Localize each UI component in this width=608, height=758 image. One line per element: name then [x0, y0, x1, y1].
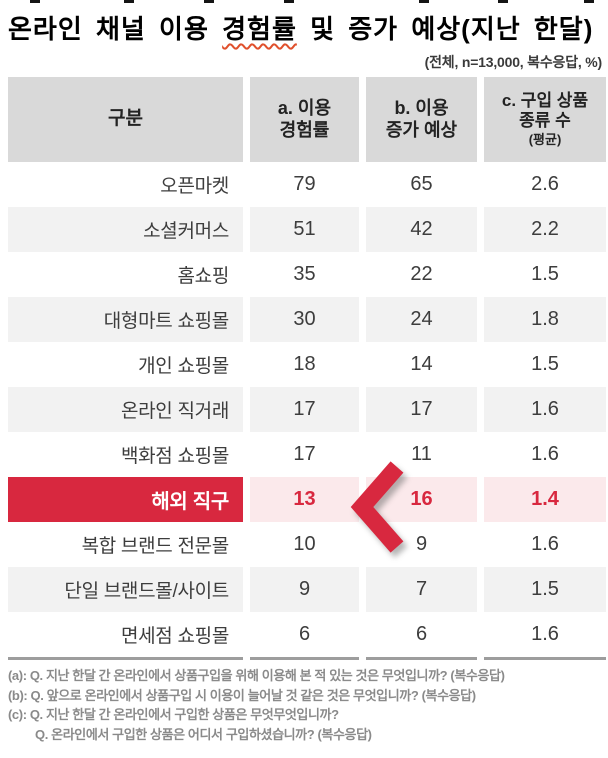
title-text: 온라인 채널 이용: [8, 14, 223, 44]
cell-usage-rate: 6: [250, 612, 359, 657]
header-product-types-sub: (평균): [528, 132, 562, 148]
cell-product-types: 1.5: [484, 252, 606, 297]
row-label: 온라인 직거래: [8, 387, 243, 432]
footnote-c: (c): Q. 지난 한달 간 온라인에서 구입한 상품은 무엇무엇입니까?: [8, 707, 339, 722]
cell-product-types: 1.8: [484, 297, 606, 342]
page-title: 온라인 채널 이용 경험률 및 증가 예상(지난 한달): [8, 9, 604, 46]
cell-usage-rate: 17: [250, 432, 359, 477]
cell-product-types: 2.6: [484, 162, 606, 207]
row-label: 홈쇼핑: [8, 252, 243, 297]
footnotes: (a): Q. 지난 한달 간 온라인에서 상품구입을 위해 이용해 본 적 있…: [8, 666, 604, 744]
row-label: 소셜커머스: [8, 207, 243, 252]
row-label: 대형마트 쇼핑몰: [8, 297, 243, 342]
highlighted-cell-usage-rate: 13: [250, 477, 359, 522]
header-category: 구분: [8, 77, 243, 162]
cell-product-types: 1.6: [484, 612, 606, 657]
cell-product-types: 1.6: [484, 387, 606, 432]
cell-usage-rate: 35: [250, 252, 359, 297]
row-label: 개인 쇼핑몰: [8, 342, 243, 387]
cell-usage-increase: 17: [366, 387, 477, 432]
row-label: 복합 브랜드 전문몰: [8, 522, 243, 567]
column-underline: [250, 657, 359, 660]
header-product-types: c. 구입 상품 종류 수 (평균): [484, 77, 606, 162]
highlighted-cell-usage-increase: 16: [366, 477, 477, 522]
cell-product-types: 1.5: [484, 342, 606, 387]
cell-usage-rate: 79: [250, 162, 359, 207]
column-underline: [484, 657, 606, 660]
footnote-c2: Q. 온라인에서 구입한 상품은 어디서 구입하셨습니까? (복수응답): [35, 726, 372, 742]
cell-usage-increase: 65: [366, 162, 477, 207]
highlighted-row-label: 해외 직구: [8, 477, 243, 522]
cell-product-types: 1.6: [484, 522, 606, 567]
header-usage-rate: a. 이용 경험률: [250, 77, 359, 162]
data-table: 구분 a. 이용 경험률 b. 이용 증가 예상 c. 구입 상품 종류 수 (…: [8, 77, 606, 660]
footnote-b: (b): Q. 앞으로 온라인에서 상품구입 시 이용이 늘어날 것 같은 것은…: [8, 687, 476, 703]
sample-note: (전체, n=13,000, 복수응답, %): [424, 54, 603, 70]
title-text-underlined: 경험률: [222, 14, 297, 44]
header-usage-increase: b. 이용 증가 예상: [366, 77, 477, 162]
cell-usage-increase: 42: [366, 207, 477, 252]
cell-usage-rate: 17: [250, 387, 359, 432]
cell-usage-rate: 10: [250, 522, 359, 567]
cell-usage-rate: 51: [250, 207, 359, 252]
cell-usage-increase: 22: [366, 252, 477, 297]
cell-usage-rate: 18: [250, 342, 359, 387]
cell-usage-rate: 30: [250, 297, 359, 342]
header-product-types-main: c. 구입 상품 종류 수: [501, 91, 589, 131]
cell-usage-increase: 7: [366, 567, 477, 612]
cell-product-types: 2.2: [484, 207, 606, 252]
cell-usage-increase: 24: [366, 297, 477, 342]
cell-usage-increase: 14: [366, 342, 477, 387]
column-underline: [8, 657, 243, 660]
row-label: 단일 브랜드몰/사이트: [8, 567, 243, 612]
cell-usage-rate: 9: [250, 567, 359, 612]
cell-usage-increase: 6: [366, 612, 477, 657]
row-label: 오픈마켓: [8, 162, 243, 207]
footnote-a: (a): Q. 지난 한달 간 온라인에서 상품구입을 위해 이용해 본 적 있…: [8, 668, 505, 683]
highlighted-cell-product-types: 1.4: [484, 477, 606, 522]
cell-product-types: 1.6: [484, 432, 606, 477]
row-label: 면세점 쇼핑몰: [8, 612, 243, 657]
title-text: 및 증가 예상(지난 한달): [296, 14, 594, 44]
row-label: 백화점 쇼핑몰: [8, 432, 243, 477]
left-chevron-icon: [350, 461, 404, 553]
cell-product-types: 1.5: [484, 567, 606, 612]
column-underline: [366, 657, 477, 660]
